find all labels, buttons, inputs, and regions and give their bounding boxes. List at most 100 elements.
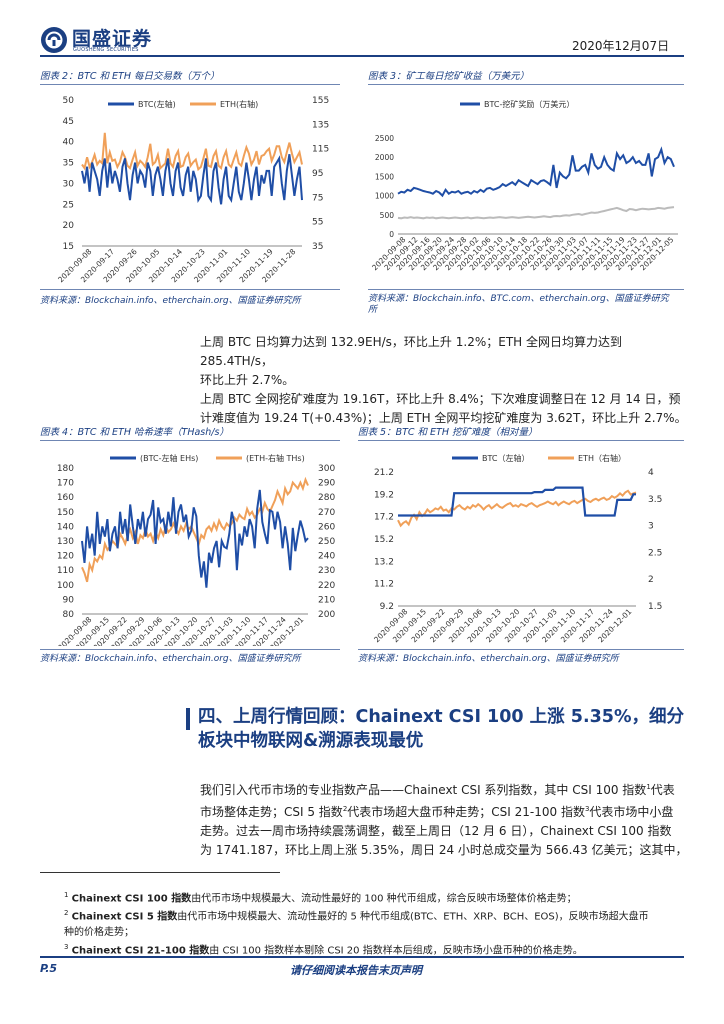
- footnote-ref-2[interactable]: 2: [342, 805, 348, 813]
- paragraph-difficulty-line1: 上周 BTC 全网挖矿难度为 19.16T，环比上升 8.4%；下次难度调整日在…: [200, 392, 681, 406]
- page-number: P.5: [40, 962, 58, 975]
- y-right-tick-label: 4: [648, 468, 654, 478]
- section-title: 四、上周行情回顾：Chainext CSI 100 上涨 5.35%，细分 板块…: [198, 705, 698, 753]
- footnote-number: 1: [64, 891, 69, 899]
- section-title-line1: 四、上周行情回顾：Chainext CSI 100 上涨 5.35%，细分: [198, 707, 684, 727]
- legend-label: BTC（左轴）: [482, 453, 530, 463]
- figure-3-source-line1: 资料来源：Blockchain.info、BTC.com、etherchain.…: [368, 294, 669, 304]
- footer-rule: [40, 956, 684, 958]
- y-left-tick-label: 110: [57, 566, 74, 576]
- y-left-tick-label: 90: [63, 595, 75, 605]
- legend-label: BTC-挖矿奖励（万美元）: [484, 99, 574, 109]
- legend-label: ETH(右轴): [220, 99, 258, 109]
- figure-2-source: 资料来源：Blockchain.info、etherchain.org、国盛证券…: [40, 296, 301, 306]
- footnote-2-cont: 种的价格走势；: [64, 926, 134, 938]
- logo-subtitle: GUOSHENG SECURITIES: [73, 47, 139, 53]
- footer-disclaimer: 请仔细阅读本报告末页声明: [290, 964, 422, 977]
- figure-3-rule: [368, 84, 684, 85]
- y-left-tick-label: 15.2: [374, 535, 394, 545]
- y-right-tick-label: 75: [312, 193, 323, 203]
- paragraph-hashrate: 上周 BTC 日均算力达到 132.9EH/s，环比上升 1.2%；ETH 全网…: [200, 333, 690, 428]
- y-right-tick-label: 200: [318, 610, 335, 620]
- y-left-tick-label: 160: [57, 493, 74, 503]
- y-left-tick-label: 9.2: [380, 602, 394, 612]
- footnote-text: 由 CSI 100 指数样本剔除 CSI 20 指数样本后组成，反映市场小盘币种…: [209, 944, 583, 956]
- y-right-tick-label: 220: [318, 581, 335, 591]
- text-segment: 我们引入代币市场的专业指数产品——Chainext CSI 系列指数，其中 CS…: [200, 783, 647, 797]
- y-left-tick-label: 20: [63, 221, 75, 231]
- paragraph-index-intro: 我们引入代币市场的专业指数产品——Chainext CSI 系列指数，其中 CS…: [200, 778, 690, 860]
- y-right-tick-label: 95: [312, 169, 323, 179]
- footnote-term: Chainext CSI 100 指数: [71, 893, 192, 905]
- y-right-tick-label: 300: [318, 464, 335, 474]
- legend-label: (BTC-左轴 EHs): [140, 453, 198, 463]
- y-right-tick-label: 3.5: [648, 495, 662, 505]
- footnote-rule: [40, 872, 280, 873]
- y-left-tick-label: 180: [57, 464, 74, 474]
- footnote-3: 3 Chainext CSI 21-100 指数由 CSI 100 指数样本剔除…: [64, 940, 694, 958]
- y-right-tick-label: 270: [318, 508, 335, 518]
- y-left-tick-label: 120: [57, 552, 74, 562]
- figure-3-source: 资料来源：Blockchain.info、BTC.com、etherchain.…: [368, 294, 669, 316]
- y-left-tick-label: 25: [63, 200, 74, 210]
- chart-btc-eth-hashrate: 80 90 100 110 120 130 140 150 160 170 180 200 210 220…: [56, 453, 335, 646]
- figure-2-rule-bottom: [40, 289, 340, 290]
- series-line-btc: [81, 154, 303, 205]
- y-left-tick-label: 140: [57, 522, 74, 532]
- series-line-eth: [81, 132, 303, 172]
- y-right-tick-label: 55: [312, 218, 323, 228]
- logo-text: 国盛证券: [72, 28, 153, 50]
- y-right-tick-label: 2.5: [648, 548, 662, 558]
- footnote-term: Chainext CSI 21-100 指数: [71, 944, 210, 956]
- y-right-tick-label: 250: [318, 537, 335, 547]
- y-right-tick-label: 230: [318, 566, 335, 576]
- y-tick-label: 2500: [375, 134, 394, 143]
- text-segment: 市场整体走势；CSI 5 指数: [200, 805, 343, 819]
- footnote-text: 由代币市场中规模最大、流动性最好的 5 种代币组成(BTC、ETH、XRP、BC…: [177, 911, 649, 923]
- footnote-number: 2: [64, 909, 69, 918]
- y-left-tick-label: 21.2: [374, 468, 394, 478]
- footnote-text: 由代币市场中规模最大、流动性最好的 100 种代币组成，综合反映市场整体价格走势…: [191, 893, 577, 905]
- y-left-tick-label: 35: [63, 159, 74, 169]
- y-left-tick-label: 150: [57, 508, 74, 518]
- y-right-tick-label: 210: [318, 595, 335, 605]
- figure-2-title: 图表 2：BTC 和 ETH 每日交易数（万个）: [40, 71, 220, 82]
- y-tick-label: 500: [380, 211, 395, 220]
- chart-btc-eth-difficulty: 9.2 11.2 13.2 15.2 17.2 19.2 21.2 1.5 2 2.5 3 3.5 4 B…: [372, 453, 662, 644]
- paragraph-index-line3: 走势。过去一周市场持续震荡调整，截至上周日（12 月 6 日），Chainext…: [200, 824, 672, 838]
- legend-label: ETH（右轴）: [578, 453, 626, 463]
- y-tick-label: 2000: [375, 153, 394, 162]
- figure-5-rule: [358, 440, 684, 441]
- paragraph-hashrate-line2: 环比上升 2.7%。: [200, 373, 295, 387]
- figure-4-title: 图表 4：BTC 和 ETH 哈希速率（THash/s）: [40, 427, 229, 438]
- footnote-term: Chainext CSI 5 指数: [71, 911, 178, 923]
- y-left-tick-label: 100: [57, 581, 74, 591]
- y-right-tick-label: 290: [318, 479, 335, 489]
- y-right-tick-label: 155: [312, 96, 329, 106]
- y-right-tick-label: 135: [312, 120, 329, 130]
- legend-label: (ETH-右轴 THs): [246, 453, 305, 463]
- y-left-tick-label: 170: [57, 479, 74, 489]
- chart-btc-eth-daily-transactions: 15 20 25 30 35 40 45 50 35 55 75 95 115 135 155 BTC(左轴)…: [56, 96, 329, 284]
- footnote-ref-3[interactable]: 3: [584, 805, 590, 813]
- y-left-tick-label: 15: [63, 242, 74, 252]
- figure-5-source: 资料来源：Blockchain.info、etherchain.org、国盛证券…: [358, 654, 619, 664]
- footnote-ref-1[interactable]: 1: [646, 783, 651, 791]
- y-right-tick-label: 240: [318, 552, 335, 562]
- y-left-tick-label: 17.2: [374, 513, 394, 523]
- logo-icon: [41, 27, 67, 53]
- chart-miner-daily-revenue: 05001000150020002500BTC-挖矿奖励（万美元）2020-09…: [370, 99, 678, 272]
- y-left-tick-label: 19.2: [374, 490, 394, 500]
- y-right-tick-label: 35: [312, 242, 323, 252]
- series-line-eth-difficulty: [397, 489, 637, 528]
- y-tick-label: 1000: [375, 192, 394, 201]
- footnotes: 1 Chainext CSI 100 指数由代币市场中规模最大、流动性最好的 1…: [64, 888, 694, 958]
- figure-5-title: 图表 5：BTC 和 ETH 挖矿难度（相对量）: [358, 427, 538, 438]
- y-tick-label: 0: [389, 230, 394, 239]
- y-right-tick-label: 280: [318, 493, 335, 503]
- series-line-eth-reward: [397, 206, 675, 220]
- figure-3-title: 图表 3：矿工每日挖矿收益（万美元）: [368, 71, 530, 82]
- section-title-bar: [186, 708, 190, 730]
- header-rule: [40, 55, 684, 57]
- logo: [40, 26, 68, 54]
